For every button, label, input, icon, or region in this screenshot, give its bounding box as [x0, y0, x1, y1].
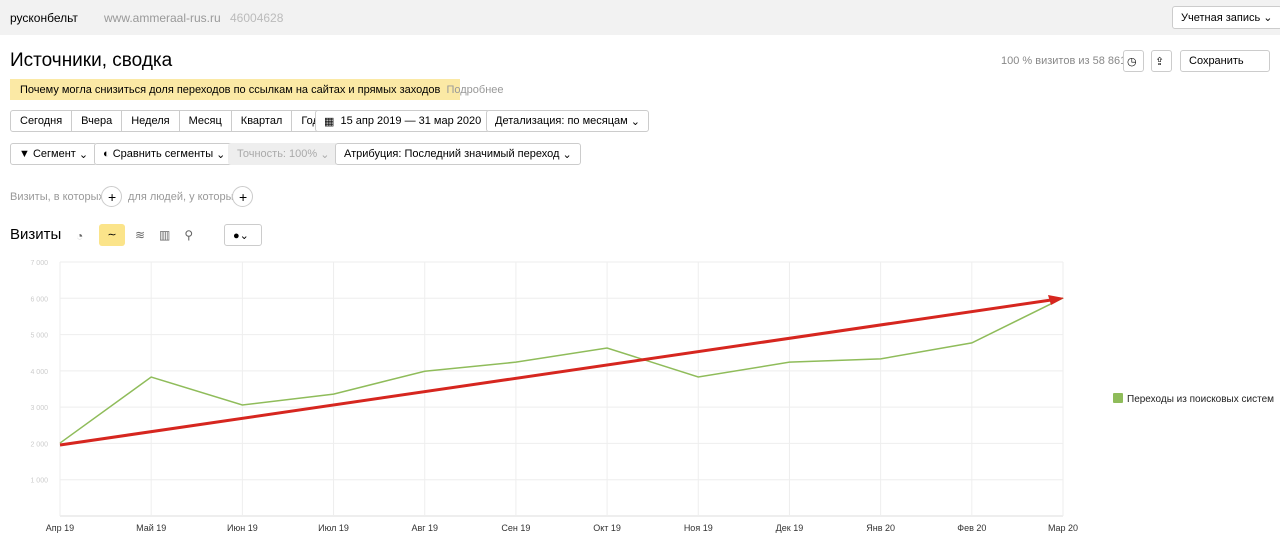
- notice-text: Почему могла снизиться доля переходов по…: [20, 83, 441, 96]
- account-button[interactable]: Учетная запись ⌄: [1172, 6, 1280, 29]
- x-tick-label: Фев 20: [957, 523, 986, 533]
- save-button[interactable]: Сохранить: [1180, 50, 1270, 72]
- counter-id: 46004628: [230, 11, 284, 25]
- x-tick-label: Июл 19: [318, 523, 349, 533]
- y-tick-label: 7 000: [30, 260, 48, 267]
- y-tick-label: 1 000: [30, 478, 48, 485]
- y-tick-label: 2 000: [30, 441, 48, 448]
- attribution-label: Атрибуция: Последний значимый переход: [344, 148, 560, 160]
- chart-type-icons[interactable]: ◔: [76, 229, 100, 243]
- x-tick-label: Янв 20: [866, 523, 895, 533]
- compare-label: Сравнить сегменты: [112, 148, 214, 160]
- period-button[interactable]: Месяц: [180, 111, 232, 131]
- chart: 1 000 2 000 3 000 4 000 5 000 6 000 7 000 Апр …: [30, 260, 1274, 533]
- notice: Почему могла снизиться доля переходов по…: [10, 79, 504, 100]
- y-tick-label: 6 000: [30, 296, 48, 303]
- x-tick-label: Дек 19: [776, 523, 804, 533]
- period-button[interactable]: Неделя: [122, 111, 180, 131]
- legend-swatch: [1113, 393, 1123, 403]
- account-label: Учетная запись: [1181, 11, 1261, 24]
- annotation-button[interactable]: ●⌄: [224, 224, 262, 246]
- chart-title: Визиты: [10, 226, 62, 243]
- x-tick-label: Сен 19: [501, 523, 530, 533]
- compare-button[interactable]: ◐ Сравнить сегменты ⌄: [94, 143, 235, 165]
- notice-link[interactable]: Подробнее: [446, 83, 504, 96]
- y-tick-label: 3 000: [30, 405, 48, 412]
- save-label: Сохранить: [1189, 55, 1244, 67]
- x-tick-label: Ноя 19: [684, 523, 713, 533]
- period-button[interactable]: Вчера: [72, 111, 123, 131]
- period-group: Сегодня Вчера Неделя Месяц Квартал Год: [10, 110, 329, 132]
- period-button[interactable]: Квартал: [232, 111, 293, 131]
- export-button[interactable]: ⇪: [1151, 50, 1172, 72]
- date-range: 15 апр 2019 — 31 мар 2020: [340, 115, 482, 127]
- detail-button[interactable]: Детализация: по месяцам ⌄: [486, 110, 650, 132]
- site-url: www.ammeraal-rus.ru: [104, 11, 221, 25]
- counter-name[interactable]: русконбельт: [10, 11, 78, 25]
- period-button[interactable]: Год: [301, 115, 319, 127]
- segment-label: Сегмент: [32, 148, 76, 160]
- chart-type-icons-more[interactable]: ≋▥⚲: [135, 228, 208, 242]
- accuracy-label: Точность: 100%: [237, 148, 318, 160]
- add-people-condition[interactable]: +: [232, 186, 253, 207]
- legend-label: Переходы из поисковых систем: [1127, 394, 1274, 405]
- x-tick-label: Май 19: [136, 523, 166, 533]
- attribution-button[interactable]: Атрибуция: Последний значимый переход ⌄: [335, 143, 581, 165]
- x-tick-label: Окт 19: [593, 523, 621, 533]
- x-tick-label: Авг 19: [411, 523, 438, 533]
- trend-arrowhead: [1048, 295, 1064, 305]
- line-chart-toggle[interactable]: ∼: [99, 224, 125, 246]
- top-bar: русконбельт www.ammeraal-rus.ru 46004628…: [0, 0, 1280, 35]
- history-button[interactable]: ◷: [1123, 50, 1144, 72]
- people-condition: для людей, у которых: [128, 191, 239, 203]
- x-tick-label: Апр 19: [46, 523, 74, 533]
- series-line: [59, 297, 1064, 444]
- stats: 100 % визитов из 58 861: [1001, 55, 1127, 67]
- x-tick-label: Июн 19: [227, 523, 258, 533]
- trend-annotation: [59, 297, 1059, 447]
- page-title: Источники, сводка: [10, 50, 173, 71]
- accuracy-button: Точность: 100% ⌄: [228, 143, 339, 165]
- period-button[interactable]: Сегодня: [11, 111, 73, 131]
- detail-label: Детализация: по месяцам: [495, 115, 628, 127]
- add-visit-condition[interactable]: +: [101, 186, 122, 207]
- y-tick-label: 4 000: [30, 369, 48, 376]
- y-tick-label: 5 000: [30, 333, 48, 340]
- visits-condition: Визиты, в которых: [10, 191, 104, 203]
- segment-button[interactable]: ▼ Сегмент ⌄: [10, 143, 98, 165]
- date-range-button[interactable]: ▦ 15 апр 2019 — 31 мар 2020: [315, 110, 491, 132]
- x-tick-label: Мар 20: [1048, 523, 1078, 533]
